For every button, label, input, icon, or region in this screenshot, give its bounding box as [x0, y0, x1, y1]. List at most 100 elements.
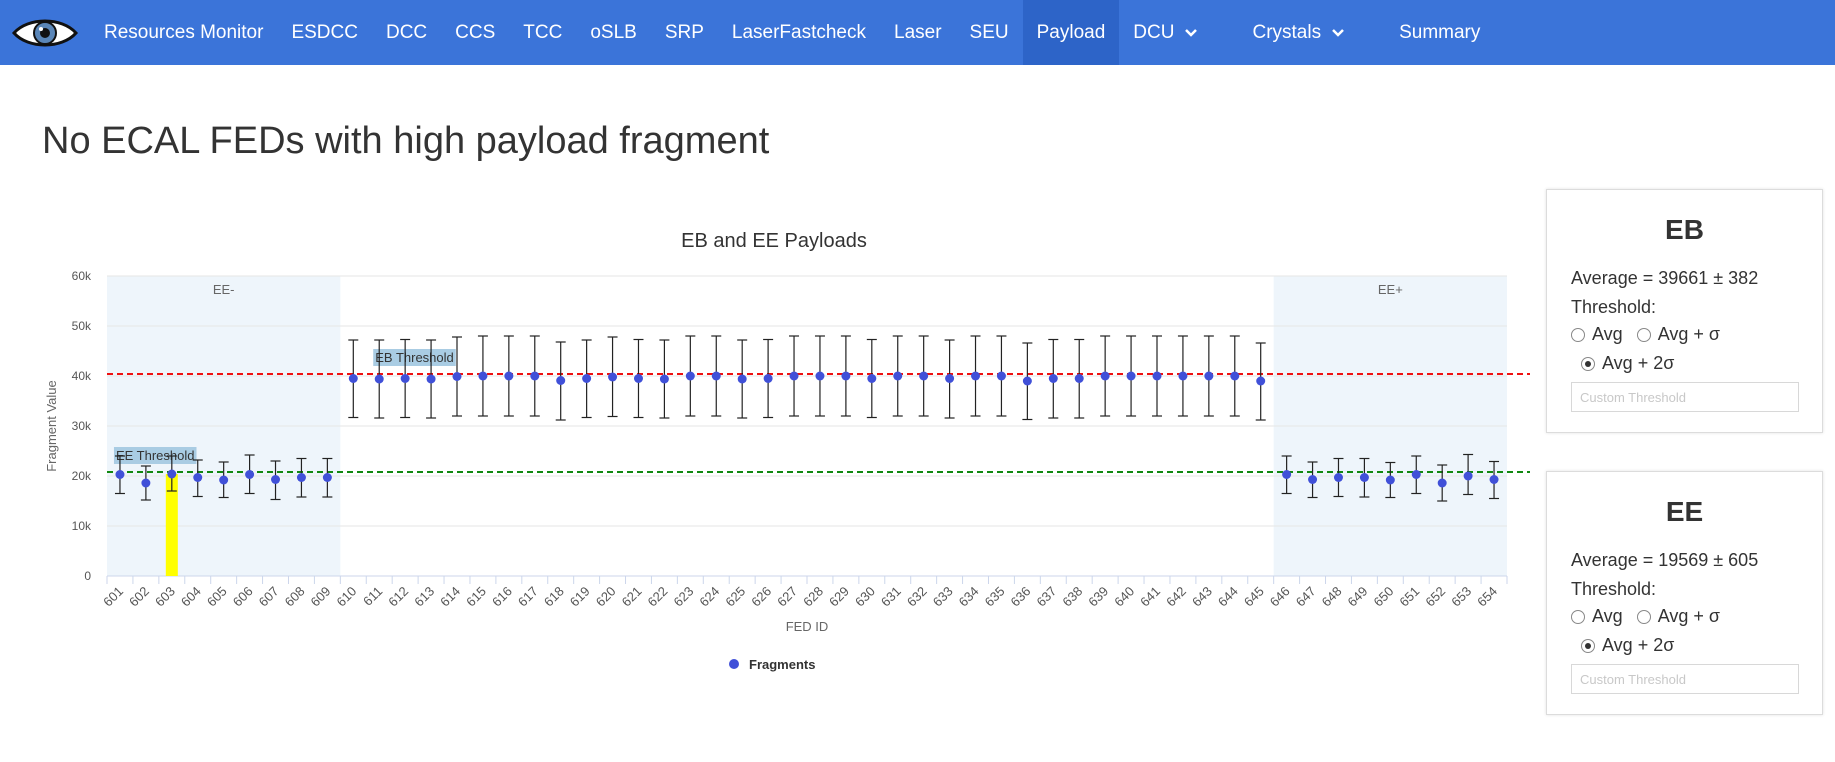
radio-circle[interactable]: [1636, 327, 1651, 342]
data-point: [1074, 374, 1084, 383]
data-point: [1463, 471, 1473, 481]
nav-item-laser[interactable]: Laser: [894, 21, 942, 43]
x-tick-label: 607: [256, 584, 282, 610]
data-point: [478, 371, 488, 381]
region-label: EE-: [213, 282, 235, 297]
x-tick-label: 617: [515, 584, 541, 610]
nav-item-summary[interactable]: Summary: [1399, 21, 1481, 43]
eb-custom-threshold-input[interactable]: [1571, 382, 1799, 412]
ee-custom-threshold-input[interactable]: [1571, 664, 1799, 694]
data-point: [1333, 473, 1343, 482]
data-point: [193, 473, 203, 482]
x-tick-label: 626: [748, 584, 774, 610]
x-tick-label: 612: [385, 584, 411, 610]
radio-circle[interactable]: [1571, 609, 1585, 624]
x-tick-label: 619: [567, 584, 593, 610]
x-tick-label: 644: [1215, 584, 1241, 610]
threshold-label-bg: [113, 447, 197, 464]
nav-item-dcc[interactable]: DCC: [385, 21, 428, 43]
data-point: [711, 371, 721, 381]
eb-panel-title: EB: [1665, 214, 1704, 245]
data-point: [348, 374, 358, 383]
data-point: [1230, 371, 1240, 381]
region-label: EE+: [1378, 282, 1403, 297]
radio-circle-selected[interactable]: [1581, 356, 1595, 371]
data-point: [789, 371, 799, 381]
data-point: [659, 374, 669, 384]
x-tick-label: 630: [852, 584, 878, 610]
x-tick-label: 646: [1267, 584, 1293, 610]
ee-radio-avg-2sigma[interactable]: Avg + 2σ: [1581, 635, 1674, 656]
nav-menu: Resources Monitor ESDCC DCC CCS TCC oSLB SRP La…: [90, 0, 1494, 65]
x-tick-label: 610: [333, 584, 359, 610]
x-tick-label: 602: [126, 584, 152, 610]
x-tick-label: 640: [1111, 584, 1137, 610]
eb-radio-avg-sigma[interactable]: Avg + σ: [1636, 324, 1720, 345]
x-tick-label: 627: [774, 584, 800, 610]
radio-circle[interactable]: [1571, 327, 1585, 342]
nav-item-laserfastcheck[interactable]: LaserFastcheck: [731, 21, 867, 43]
data-point: [400, 374, 410, 383]
x-tick-label: 649: [1345, 584, 1371, 610]
eb-threshold-label: Threshold:: [1571, 297, 1657, 317]
chevron-down-icon: [1331, 22, 1345, 44]
data-point: [1437, 478, 1447, 488]
eye-icon[interactable]: [0, 0, 90, 65]
x-tick-label: 615: [463, 584, 489, 610]
y-tick-label: 50k: [72, 319, 92, 333]
nav-item-payload[interactable]: Payload: [1022, 0, 1120, 65]
y-tick-label: 40k: [72, 369, 92, 383]
nav-item-oslb[interactable]: oSLB: [590, 21, 637, 43]
ee-radio-avg[interactable]: Avg: [1571, 606, 1623, 627]
data-point: [815, 371, 825, 381]
nav-item-dcu[interactable]: DCU: [1119, 0, 1238, 65]
x-tick-label: 624: [696, 584, 722, 610]
nav-item-crystals[interactable]: Crystals: [1238, 0, 1385, 65]
data-point: [1048, 374, 1058, 383]
data-point: [582, 374, 592, 383]
x-tick-label: 633: [930, 584, 956, 610]
data-point: [1282, 470, 1292, 479]
eb-average: Average = 39661 ± 382: [1571, 268, 1759, 288]
x-tick-label: 650: [1371, 584, 1397, 610]
x-tick-label: 637: [1033, 584, 1059, 610]
data-point: [374, 374, 384, 384]
chevron-down-icon: [1184, 22, 1198, 44]
data-point: [271, 475, 281, 484]
x-tick-label: 621: [619, 584, 645, 610]
nav-item-tcc[interactable]: TCC: [523, 21, 563, 43]
x-tick-label: 629: [826, 584, 852, 610]
x-tick-label: 654: [1474, 584, 1500, 610]
data-point: [1359, 473, 1369, 482]
nav-item-resources-monitor[interactable]: Resources Monitor: [104, 21, 264, 43]
nav-item-ccs[interactable]: CCS: [455, 21, 496, 43]
nav-item-seu[interactable]: SEU: [969, 21, 1009, 43]
ee-radio-avg-sigma[interactable]: Avg + σ: [1636, 606, 1720, 627]
x-tick-label: 622: [645, 584, 671, 610]
data-point: [141, 478, 151, 488]
eb-radio-avg[interactable]: Avg: [1571, 324, 1623, 345]
x-tick-label: 605: [204, 584, 230, 610]
radio-circle[interactable]: [1636, 609, 1651, 624]
x-tick-label: 634: [956, 584, 982, 610]
ee-threshold-options: Avg Avg + σ Avg + 2σ: [1571, 606, 1798, 664]
data-point: [971, 371, 981, 381]
nav-item-esdcc[interactable]: ESDCC: [291, 21, 358, 43]
y-tick-label: 60k: [72, 269, 92, 283]
eb-radio-avg-2sigma[interactable]: Avg + 2σ: [1581, 353, 1674, 374]
x-tick-label: 652: [1422, 584, 1448, 610]
ee-panel: EE Average = 19569 ± 605 Threshold: Avg …: [1546, 471, 1823, 715]
x-tick-label: 653: [1448, 584, 1474, 610]
x-tick-label: 631: [878, 584, 904, 610]
x-tick-label: 623: [671, 584, 697, 610]
x-tick-label: 608: [282, 584, 308, 610]
x-tick-label: 642: [1163, 584, 1189, 610]
data-point: [996, 371, 1006, 381]
legend-marker: [729, 659, 739, 669]
y-axis-title: Fragment Value: [44, 380, 59, 472]
nav-item-srp[interactable]: SRP: [664, 21, 704, 43]
radio-circle-selected[interactable]: [1581, 638, 1595, 653]
data-point: [504, 371, 514, 381]
ee-panel-title: EE: [1665, 496, 1704, 527]
data-point: [945, 374, 955, 383]
